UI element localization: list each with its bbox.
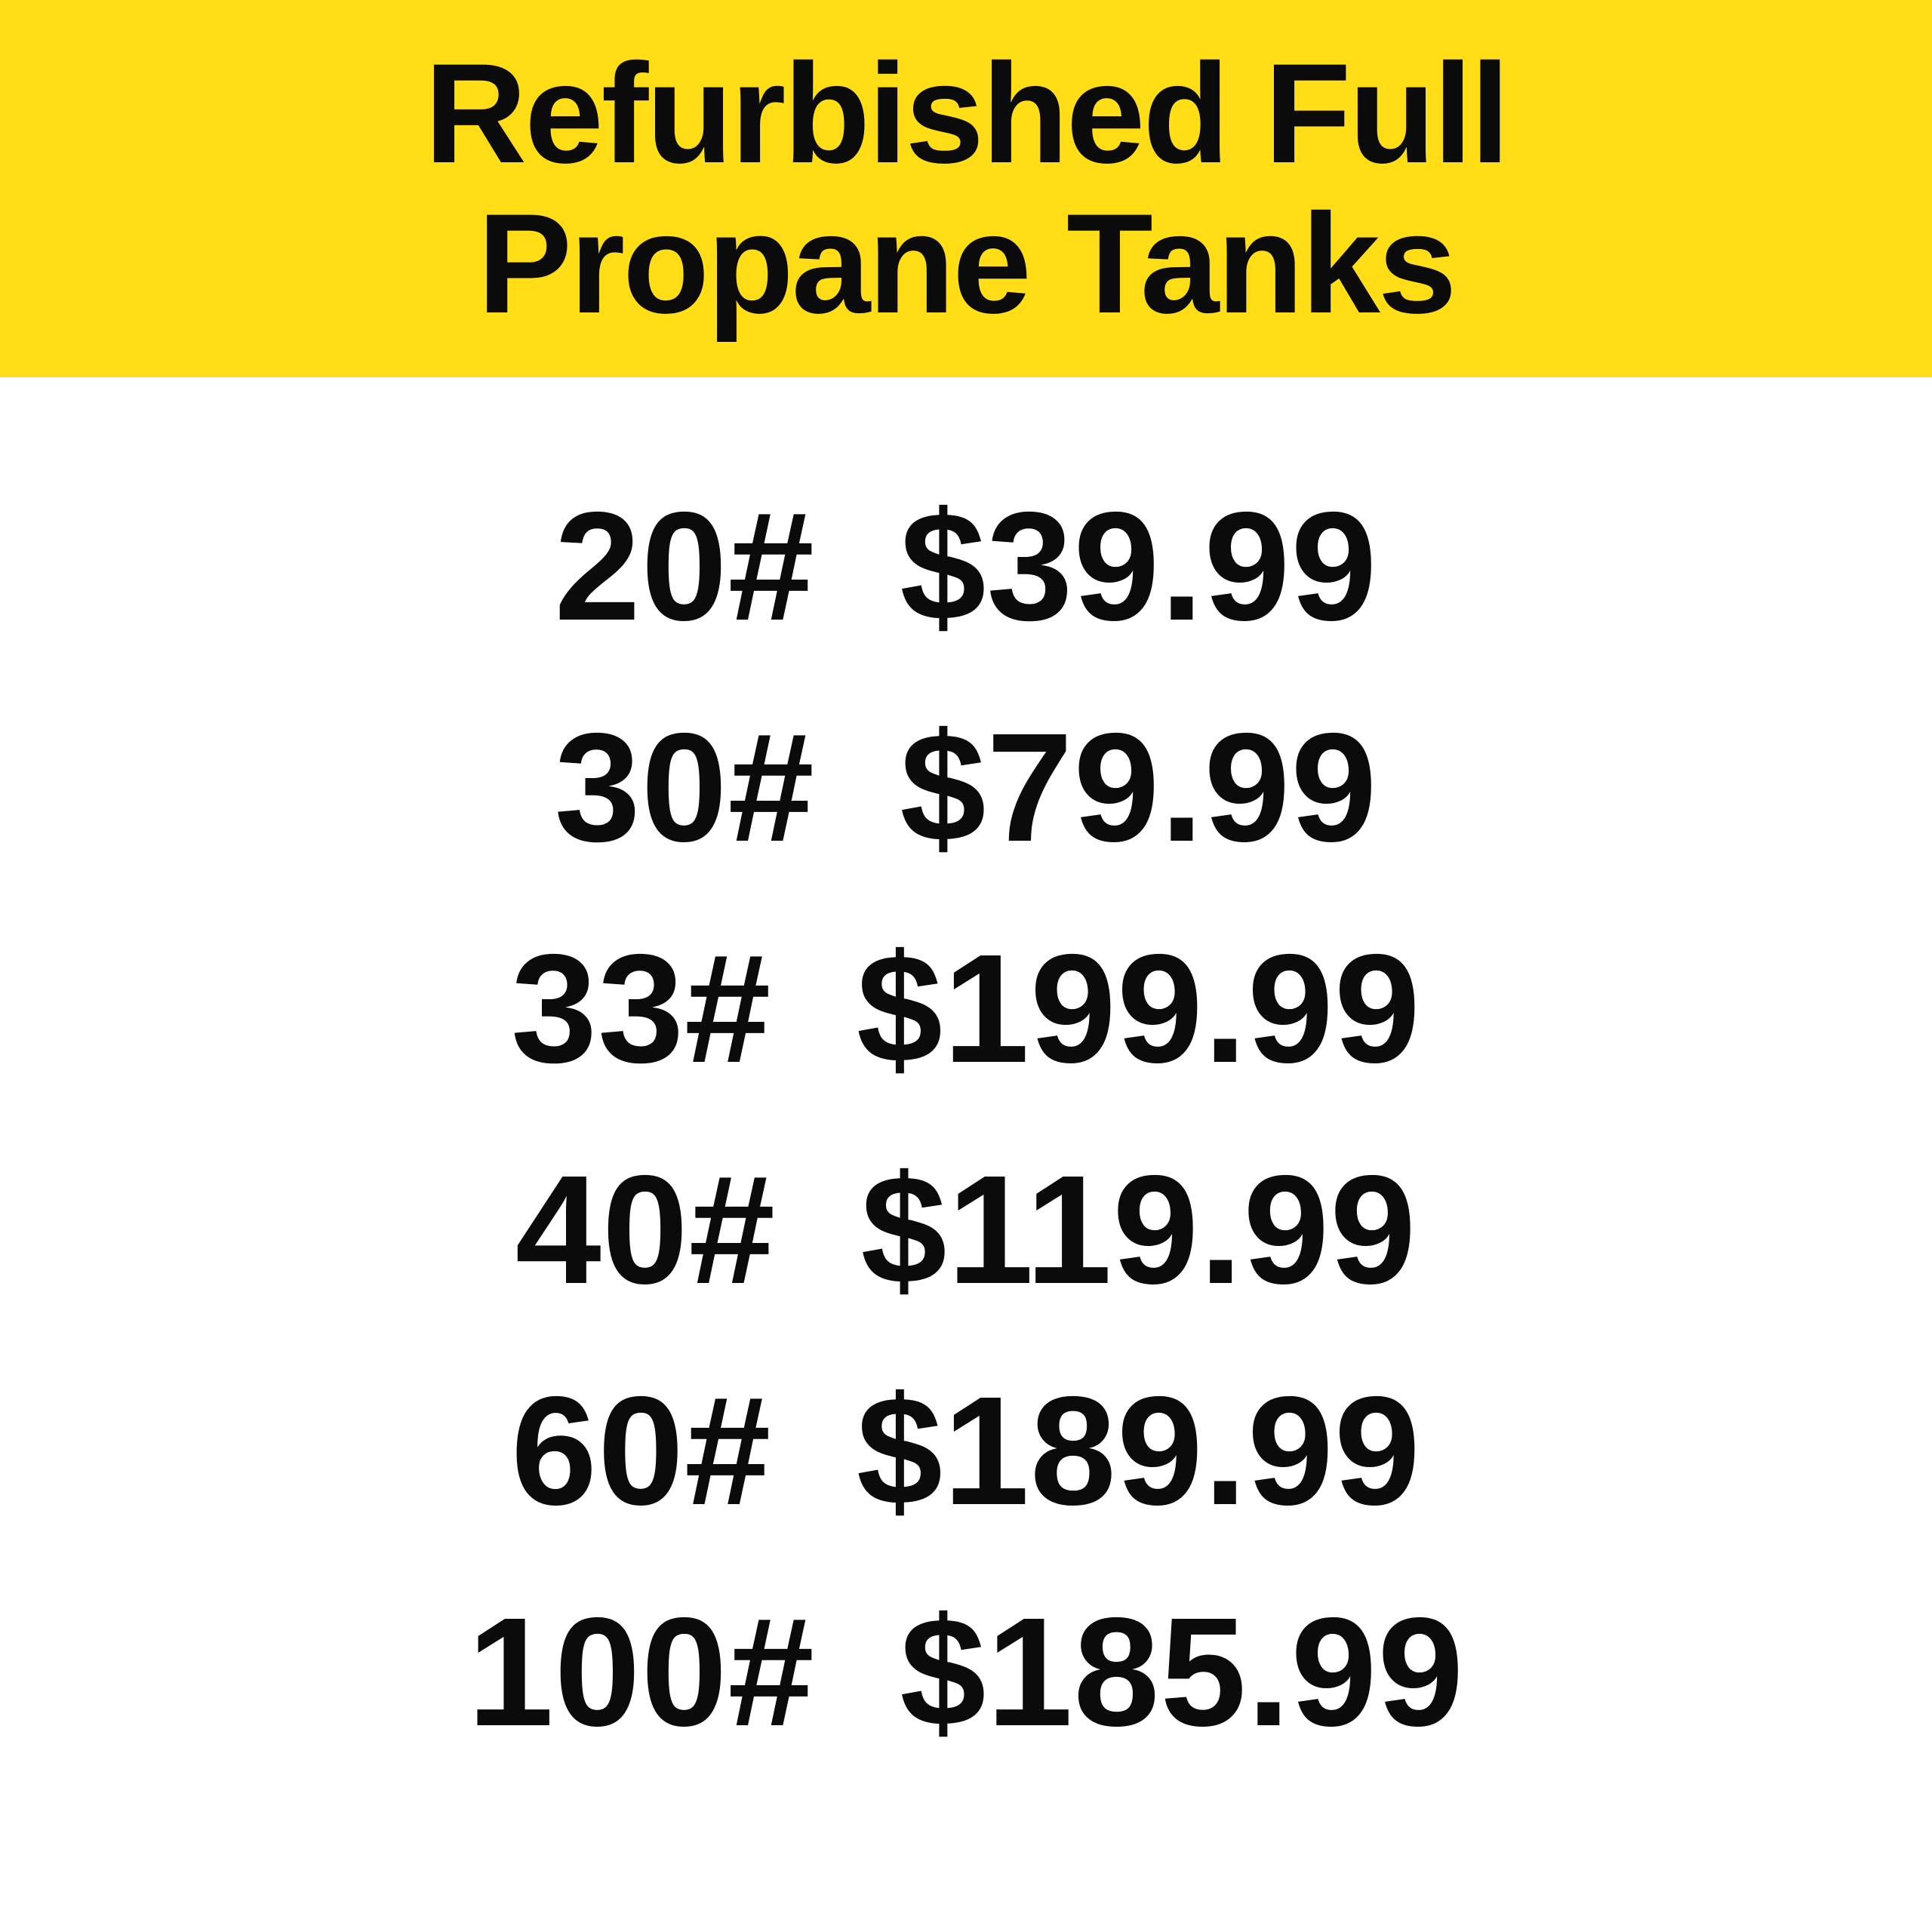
- header-banner: Refurbished Full Propane Tanks: [0, 0, 1932, 377]
- price-row: 100# $185.99: [468, 1595, 1465, 1749]
- page-title-line1: Refurbished Full: [424, 33, 1509, 192]
- page-title-line2: Propane Tanks: [477, 184, 1457, 343]
- tank-size: 100#: [467, 1586, 815, 1758]
- tank-price: $185.99: [900, 1586, 1465, 1758]
- price-row: 30# $79.99: [555, 710, 1378, 865]
- tank-price: $199.99: [856, 922, 1421, 1095]
- price-row: 20# $39.99: [555, 489, 1378, 644]
- price-row: 40# $119.99: [515, 1152, 1417, 1307]
- tank-price: $189.99: [856, 1364, 1421, 1537]
- price-list: 20# $39.99 30# $79.99 33# $199.99 40# $1…: [0, 377, 1932, 1749]
- price-row: 60# $189.99: [511, 1374, 1421, 1528]
- tank-price: $39.99: [900, 480, 1378, 653]
- tank-size: 60#: [511, 1364, 772, 1537]
- tank-size: 20#: [554, 480, 815, 653]
- price-row: 33# $199.99: [511, 931, 1421, 1086]
- tank-price: $79.99: [900, 701, 1378, 874]
- tank-price: $119.99: [860, 1143, 1417, 1316]
- tank-size: 30#: [554, 701, 815, 874]
- tank-size: 33#: [511, 922, 772, 1095]
- tank-size: 40#: [515, 1143, 776, 1316]
- page-title: Refurbished Full Propane Tanks: [424, 38, 1509, 343]
